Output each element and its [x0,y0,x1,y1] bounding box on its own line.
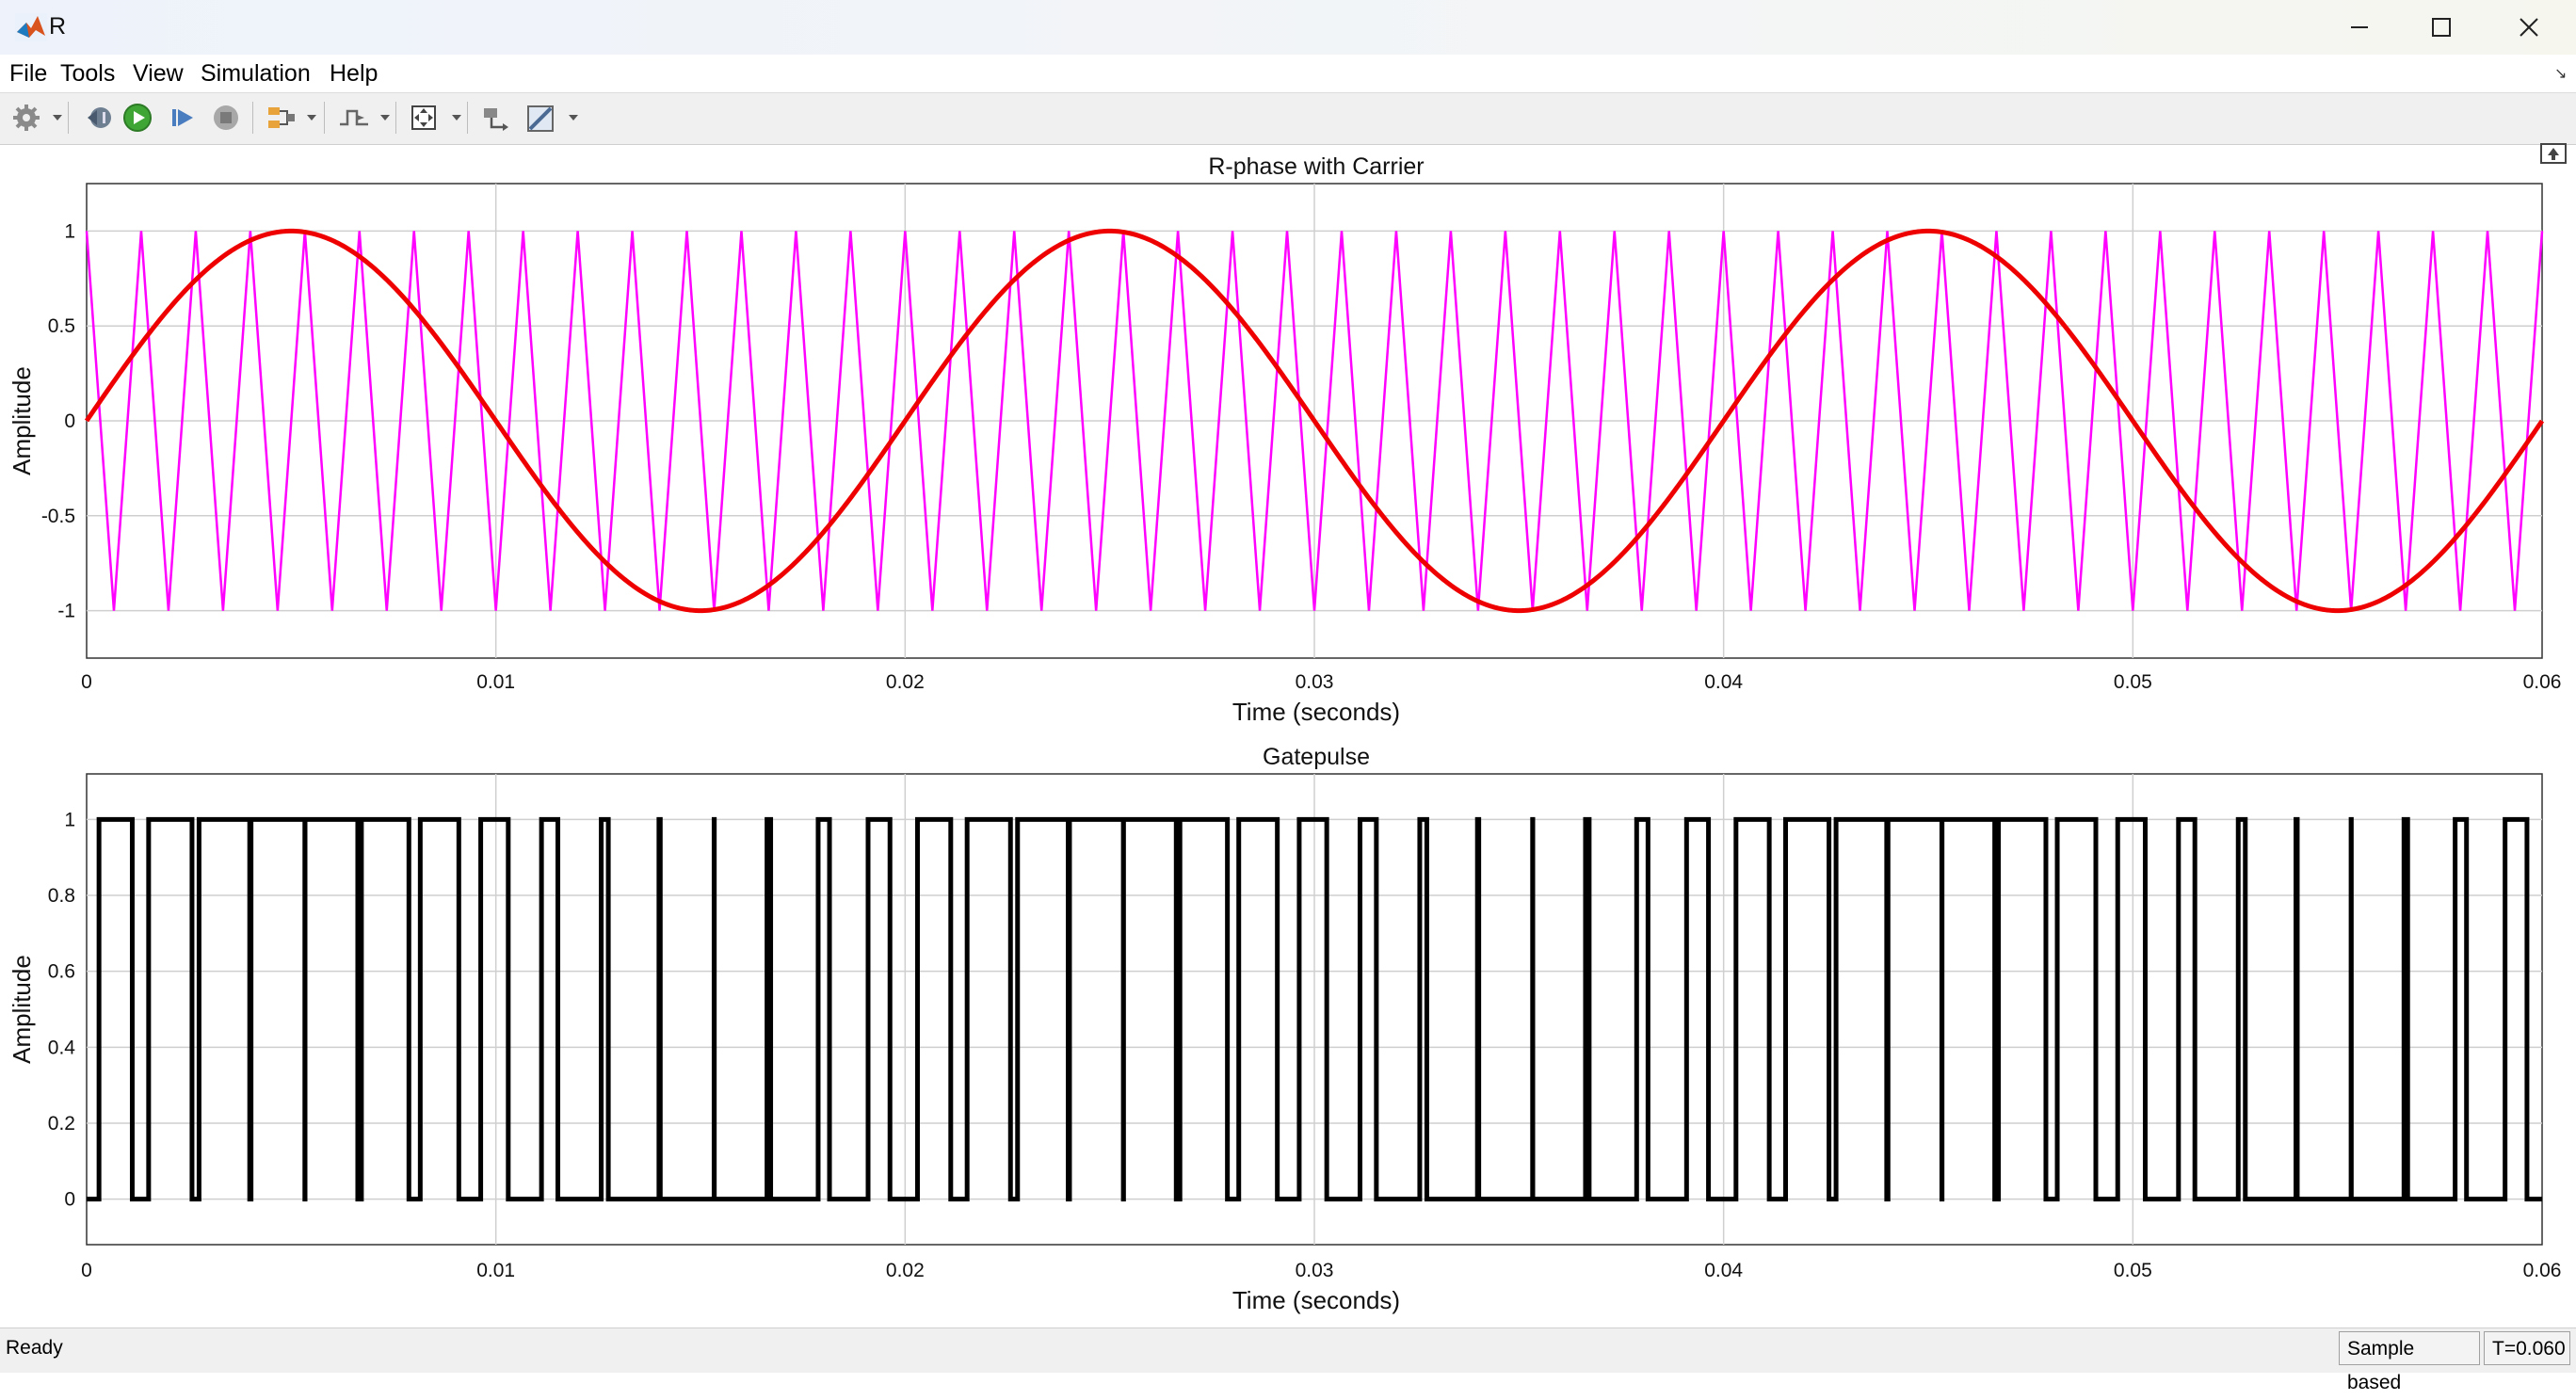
y-tick-label: 0.8 [48,885,75,907]
y-tick-label: -1 [57,601,75,622]
step-forward-button[interactable] [164,98,201,137]
gear-icon [13,105,40,131]
x-tick-label: 0.02 [886,671,925,693]
signal-select-icon [268,107,295,128]
stop-button[interactable] [207,98,245,137]
measurements-icon [527,105,554,132]
menu-file[interactable]: File [9,60,48,87]
x-tick-labels: 0 0.01 0.02 0.03 0.04 0.05 0.06 [81,1260,2561,1281]
x-tick-label: 0 [81,1260,92,1281]
menu-view[interactable]: View [133,60,184,87]
menu-simulation[interactable]: Simulation [201,60,311,87]
menu-bar [0,55,2576,92]
x-axis-label: Time (seconds) [1232,698,1400,726]
toolbar-separator [68,102,69,134]
menu-tools[interactable]: Tools [60,60,116,87]
maximize-icon [2432,18,2451,37]
plot-title: R-phase with Carrier [1208,153,1424,180]
x-tick-label: 0.01 [476,1260,515,1281]
maximize-button[interactable] [2398,0,2485,55]
window-title: R [49,13,67,40]
sim-time-indicator: T=0.060 [2484,1331,2570,1365]
carrier-series-line [85,231,2544,611]
y-tick-label: 0 [64,410,75,432]
minimize-button[interactable] [2316,0,2403,55]
zoom-fit-button[interactable] [405,98,443,137]
highlight-block-button[interactable] [476,98,514,137]
signal-select-dropdown-icon[interactable] [307,115,316,121]
close-button[interactable] [2486,0,2572,55]
reference-sine-series-line [84,228,2545,614]
plot-gatepulse: Gatepulse 0 0.01 0.02 0.03 0.04 0.05 0.0… [8,744,2561,1314]
zoom-fit-dropdown-icon[interactable] [452,115,461,121]
settings-button[interactable] [8,98,45,137]
x-tick-label: 0.04 [1704,671,1743,693]
y-tick-label: 1 [64,809,75,830]
x-tick-label: 0.06 [2523,1260,2562,1281]
x-tick-label: 0.04 [1704,1260,1743,1281]
minimize-icon [2351,26,2368,28]
triggers-button[interactable] [333,98,375,137]
y-axis-label: Amplitude [8,955,36,1064]
scope-plots: R-phase with Carrier 0 0.01 0.02 0.03 0.… [8,153,2561,1314]
x-tick-label: 0.05 [2114,671,2152,693]
y-tick-labels: 1 0.8 0.6 0.4 0.2 0 [48,809,76,1210]
sample-mode-indicator: Sample based [2339,1331,2480,1393]
collapse-toolbar-icon[interactable]: ↘ [2554,66,2568,82]
x-tick-label: 0.06 [2523,671,2562,693]
status-bar [0,1328,2576,1373]
title-bar [0,0,2576,55]
run-icon [123,104,152,132]
step-forward-icon [172,109,193,126]
y-tick-label: 0 [64,1189,75,1211]
status-text: Ready [6,1337,63,1359]
y-axis-label: Amplitude [8,366,36,475]
undock-icon[interactable] [2540,143,2567,164]
y-tick-label: 0.4 [48,1037,76,1058]
toolbar-separator [324,102,325,134]
plot-r-phase: R-phase with Carrier 0 0.01 0.02 0.03 0.… [8,153,2561,726]
plot-title: Gatepulse [1263,744,1370,770]
y-tick-label: 0.6 [48,961,75,983]
highlight-block-icon [484,108,508,131]
zoom-fit-icon [411,105,436,130]
y-tick-label: -0.5 [41,506,75,527]
y-tick-label: 0.5 [48,315,75,337]
stop-icon [214,105,238,130]
x-tick-label: 0.03 [1296,1260,1334,1281]
triggers-dropdown-icon[interactable] [380,115,390,121]
measurements-button[interactable] [520,98,561,137]
toolbar-separator [467,102,468,134]
y-tick-label: 1 [64,220,75,242]
close-icon [2520,18,2538,37]
triggers-icon [340,109,368,126]
x-axis-label: Time (seconds) [1232,1286,1400,1314]
toolbar-separator [252,102,253,134]
x-tick-label: 0.02 [886,1260,925,1281]
x-tick-label: 0.03 [1296,671,1334,693]
settings-dropdown-icon[interactable] [53,115,62,121]
x-tick-label: 0.05 [2114,1260,2152,1281]
run-button[interactable] [119,98,156,137]
step-back-button[interactable] [79,98,117,137]
y-tick-label: 0.2 [48,1113,75,1134]
x-tick-label: 0.01 [476,671,515,693]
gatepulse-series-line [87,816,2542,1202]
toolbar-separator [395,102,396,134]
measurements-dropdown-icon[interactable] [569,115,578,121]
matlab-logo-icon [15,13,47,41]
x-tick-labels: 0 0.01 0.02 0.03 0.04 0.05 0.06 [81,671,2561,693]
step-back-icon [88,107,111,128]
signal-select-button[interactable] [262,98,301,137]
menu-help[interactable]: Help [330,60,378,87]
y-tick-labels: 1 0.5 0 -0.5 -1 [41,220,75,621]
x-tick-label: 0 [81,671,92,693]
